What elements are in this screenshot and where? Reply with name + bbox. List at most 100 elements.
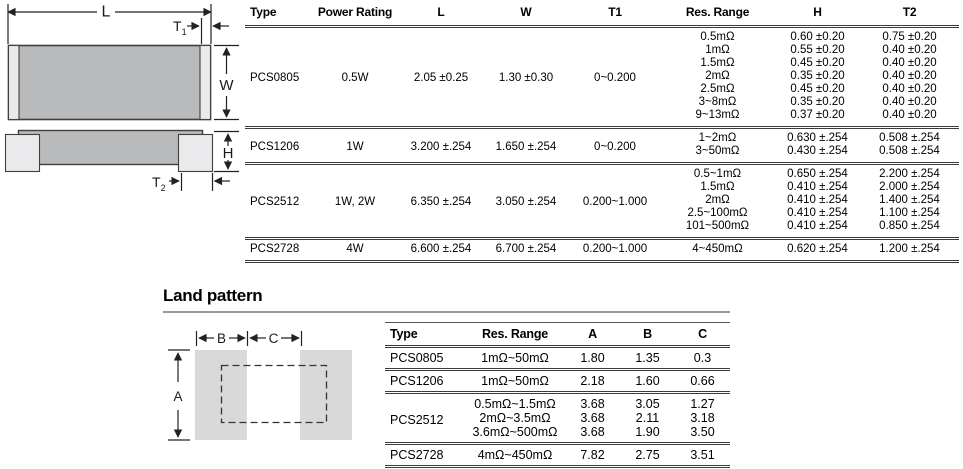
table-row: 101~500mΩ 0.410 ±.254 0.850 ±.254: [245, 220, 959, 239]
cell-width: 1.650 ±.254: [495, 140, 557, 153]
cell-power-rating: 4W: [346, 243, 364, 255]
land-pattern-table: Type Res. Range A B C PCS0805 1mΩ~50mΩ 1…: [385, 322, 730, 468]
col-header-t2: T2: [902, 5, 917, 19]
col-header-h: H: [813, 5, 822, 19]
cell-a: 3.68: [580, 411, 605, 425]
cell-c: 3.50: [690, 425, 715, 439]
cell-type: PCS2728: [250, 243, 300, 255]
table-row: PCS2512 0.5mΩ~1.5mΩ 3.68 3.05 1.27: [385, 393, 730, 426]
land-block-pcs2728: PCS2728 4mΩ~450mΩ 7.82 2.75 3.51: [385, 444, 730, 467]
table-row: 3~8mΩ 0.35 ±0.20 0.40 ±0.20: [245, 96, 959, 109]
cell-power-rating: 0.5W: [341, 72, 369, 84]
cell-length: 2.05 ±0.25: [413, 72, 469, 84]
table-row: PCS2512 1W, 2W 6.350 ±.254 3.050 ±.254 0…: [245, 164, 959, 208]
cell-height: 0.45 ±0.20: [790, 57, 845, 69]
chip-side-left-terminal: [4, 133, 41, 173]
table-row: 2mΩ~3.5mΩ 3.68 2.11 3.18: [385, 411, 730, 425]
cell-t2: 0.40 ±0.20: [882, 96, 937, 108]
cell-t2: 1.200 ±.254: [879, 243, 940, 255]
cell-height: 0.410 ±.254: [787, 194, 848, 206]
col-header-type: Type: [250, 5, 277, 19]
cell-res-range: 101~500mΩ: [685, 220, 750, 232]
land-left-pad: [195, 350, 247, 440]
cell-res-range: 4~450mΩ: [692, 243, 743, 255]
dimensions-table: Type Power Rating L W T1 Res. Range H T2…: [245, 1, 959, 263]
cell-height: 0.410 ±.254: [787, 220, 848, 232]
cell-t2: 0.75 ±0.20: [882, 31, 937, 43]
col-header-res-range: Res. Range: [481, 327, 549, 341]
cell-res-range: 3~8mΩ: [698, 96, 737, 108]
land-block-pcs1206: PCS1206 1mΩ~50mΩ 2.18 1.60 0.66: [385, 370, 730, 393]
cell-t2: 0.40 ±0.20: [882, 70, 937, 82]
block-pcs2512: PCS2512 1W, 2W 6.350 ±.254 3.050 ±.254 0…: [245, 164, 959, 239]
chip-side-body: [17, 129, 204, 166]
table-row: PCS0805 1mΩ~50mΩ 1.80 1.35 0.3: [385, 347, 730, 370]
cell-a: 2.18: [580, 374, 605, 388]
cell-b: 1.90: [635, 425, 660, 439]
table-row: 9~13mΩ 0.37 ±0.20 0.40 ±0.20: [245, 109, 959, 128]
dim-label-c: C: [269, 331, 279, 346]
cell-t2: 0.40 ±0.20: [882, 44, 937, 56]
cell-width: 6.700 ±.254: [495, 243, 557, 255]
cell-t2: 0.850 ±.254: [879, 220, 940, 232]
table-row: PCS2728 4W 6.600 ±.254 6.700 ±.254 0.200…: [245, 239, 959, 262]
cell-height: 0.45 ±0.20: [790, 83, 845, 95]
dim-label-w: W: [219, 77, 234, 94]
cell-type: PCS2728: [390, 448, 444, 462]
chip-top-left-cap: [7, 44, 20, 121]
cell-res-range: 1mΩ~50mΩ: [481, 374, 549, 388]
cell-t1: 0~0.200: [594, 140, 636, 153]
dim-label-t1: T1: [173, 18, 187, 37]
land-block-pcs0805: PCS0805 1mΩ~50mΩ 1.80 1.35 0.3: [385, 347, 730, 370]
cell-t1: 0.200~1.000: [582, 243, 648, 255]
cell-c: 0.66: [690, 374, 715, 388]
land-table-header-row: Type Res. Range A B C: [385, 323, 730, 347]
table-row: 2.5~100mΩ 0.410 ±.254 1.100 ±.254: [245, 207, 959, 220]
dimensions-table-header-row: Type Power Rating L W T1 Res. Range H T2: [245, 1, 959, 27]
cell-res-range: 1.5mΩ: [700, 57, 735, 69]
cell-res-range: 0.5~1mΩ: [693, 168, 742, 180]
cell-res-range: 2mΩ: [705, 194, 730, 206]
cell-b: 2.75: [635, 448, 660, 462]
cell-t2: 0.40 ±0.20: [882, 83, 937, 95]
cell-res-range: 4mΩ~450mΩ: [477, 448, 553, 462]
col-header-c: C: [698, 327, 707, 341]
cell-t2: 0.508 ±.254: [879, 145, 940, 157]
cell-b: 1.60: [635, 374, 660, 388]
block-pcs2728: PCS2728 4W 6.600 ±.254 6.700 ±.254 0.200…: [245, 239, 959, 262]
table-row: 1.5mΩ 0.45 ±0.20 0.40 ±0.20: [245, 57, 959, 70]
chip-dimensions-diagram: L T1 W H T2: [4, 4, 239, 193]
cell-res-range: 1mΩ~50mΩ: [481, 351, 549, 365]
table-row: PCS1206 1mΩ~50mΩ 2.18 1.60 0.66: [385, 370, 730, 393]
cell-t1: 0~0.200: [594, 72, 636, 84]
land-pattern-heading: Land pattern: [163, 286, 730, 313]
cell-c: 1.27: [690, 397, 715, 411]
cell-height: 0.430 ±.254: [787, 145, 848, 157]
col-header-b: B: [643, 327, 652, 341]
cell-height: 0.37 ±0.20: [790, 109, 845, 121]
cell-height: 0.35 ±0.20: [790, 96, 845, 108]
dim-label-t2: T2: [152, 174, 166, 193]
block-pcs0805: PCS0805 0.5W 2.05 ±0.25 1.30 ±0.30 0~0.2…: [245, 27, 959, 128]
cell-height: 0.410 ±.254: [787, 207, 848, 219]
col-header-l: L: [437, 5, 445, 19]
cell-a: 3.68: [580, 397, 605, 411]
block-pcs1206: PCS1206 1W 3.200 ±.254 1.650 ±.254 0~0.2…: [245, 128, 959, 164]
cell-type: PCS0805: [250, 72, 300, 84]
cell-res-range: 2mΩ~3.5mΩ: [479, 411, 551, 425]
cell-a: 3.68: [580, 425, 605, 439]
cell-res-range: 3~50mΩ: [695, 145, 740, 157]
cell-res-range: 2.5mΩ: [700, 83, 735, 95]
cell-t2: 1.400 ±.254: [879, 194, 940, 206]
col-header-t1: T1: [608, 5, 622, 19]
land-chip-outline-dashed: [220, 364, 328, 424]
table-row: 2mΩ 0.410 ±.254 1.400 ±.254: [245, 194, 959, 207]
table-row: 1.5mΩ 0.410 ±.254 2.000 ±.254: [245, 181, 959, 194]
cell-res-range: 2.5~100mΩ: [687, 207, 748, 219]
cell-t2: 2.000 ±.254: [879, 181, 940, 193]
cell-a: 7.82: [580, 448, 605, 462]
col-header-power-rating: Power Rating: [317, 5, 393, 19]
cell-t2: 1.100 ±.254: [879, 207, 940, 219]
cell-height: 0.410 ±.254: [787, 181, 848, 193]
